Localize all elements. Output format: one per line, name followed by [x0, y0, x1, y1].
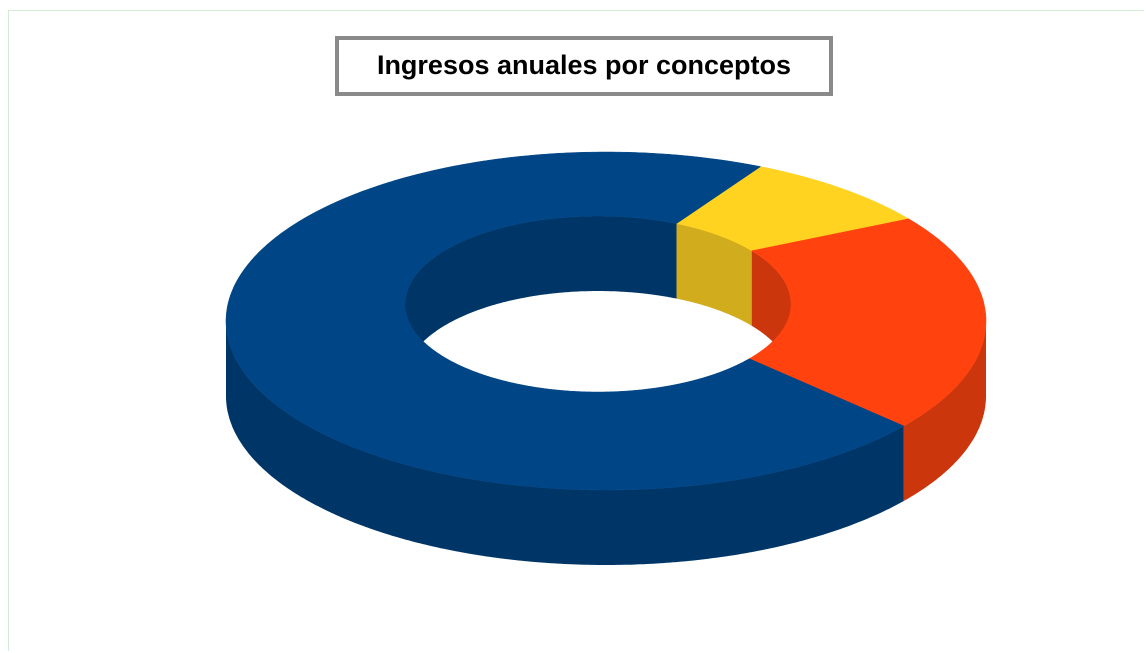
- chart-title: Ingresos anuales por conceptos: [377, 50, 791, 80]
- inner-wall: [676, 223, 752, 326]
- title-box: [335, 36, 833, 96]
- donut-segment: [225, 151, 905, 491]
- chart-frame: [8, 10, 1144, 651]
- inner-wall: [405, 216, 677, 379]
- outer-wall: [226, 321, 904, 565]
- donut: [225, 151, 987, 565]
- outer-wall: [903, 321, 986, 501]
